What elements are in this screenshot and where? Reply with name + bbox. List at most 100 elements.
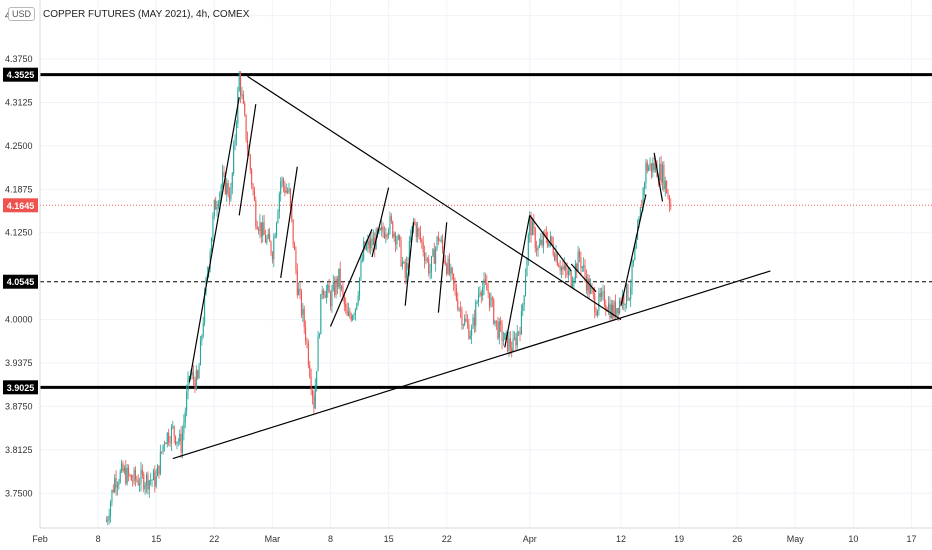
candle-body (559, 266, 561, 271)
trendline[interactable] (653, 152, 664, 202)
candle-body (187, 376, 189, 393)
candle-body (282, 179, 285, 186)
candle-body (169, 442, 171, 444)
candle-body (502, 339, 504, 341)
y-tick-label: 4.3125 (5, 97, 33, 107)
candle-body (516, 332, 518, 346)
candle-body (638, 217, 640, 227)
candle-body (159, 451, 161, 475)
candles (105, 70, 672, 526)
candle-body (111, 489, 113, 503)
x-tick-label: 8 (328, 534, 333, 544)
candle-body (605, 305, 607, 310)
trendline[interactable] (188, 97, 240, 383)
candle-body (544, 232, 546, 234)
candle-body (165, 443, 167, 445)
y-tick-label: 3.8125 (5, 445, 33, 455)
x-tick-label: Apr (523, 534, 537, 544)
candle-body (643, 183, 646, 189)
candle-body (195, 370, 197, 390)
candle-body (338, 268, 340, 287)
candle-body (493, 299, 495, 324)
candle-body (397, 235, 399, 240)
trendline[interactable] (247, 75, 622, 321)
candle-body (584, 265, 586, 276)
currency-badge[interactable]: USD (8, 7, 36, 21)
trendline[interactable] (280, 166, 298, 278)
candle-body (346, 307, 348, 316)
candle-body (555, 253, 557, 261)
candle-body (642, 188, 644, 208)
candle-body (565, 265, 567, 271)
candle-body (475, 302, 477, 326)
candle-body (341, 286, 343, 289)
candle-body (347, 311, 350, 316)
candle-body (471, 328, 473, 337)
x-axis[interactable]: Feb 8 15 22 Mar 8 15 22 Apr 12 19 26 May 10 17 (32, 534, 916, 544)
candle-body (466, 321, 468, 324)
candle-body (572, 283, 574, 287)
trendline[interactable] (620, 194, 647, 306)
trendline[interactable] (329, 229, 373, 327)
candle-body (144, 485, 146, 490)
candle-body (246, 139, 249, 150)
trendline[interactable] (172, 270, 771, 460)
candle-body (641, 207, 643, 209)
trendlines (172, 75, 771, 460)
candle-body (664, 180, 666, 190)
candle-body (649, 163, 651, 167)
candle-body (157, 465, 159, 477)
candle-body (444, 260, 446, 265)
candle-body (648, 166, 650, 171)
candle-body (566, 270, 568, 276)
y-tick-label: 4.3750 (5, 54, 33, 64)
trendline[interactable] (404, 222, 415, 306)
candle-body (139, 484, 141, 485)
trendline[interactable] (371, 187, 390, 258)
candle-body (331, 289, 333, 307)
candle-body (429, 271, 431, 274)
trendline[interactable] (238, 104, 257, 216)
candle-body (180, 433, 182, 453)
x-tick-label: 8 (96, 534, 101, 544)
candle-body (587, 278, 589, 291)
candle-body (234, 138, 236, 146)
candle-body (264, 234, 267, 243)
candle-body (663, 164, 665, 190)
candle-body (119, 471, 121, 483)
candle-body (408, 241, 410, 268)
candle-body (280, 181, 282, 195)
candle-body (400, 240, 402, 267)
candle-body (422, 241, 424, 253)
candle-body (186, 392, 188, 412)
candle-body (599, 293, 601, 298)
candle-body (531, 221, 534, 236)
candle-body (194, 379, 196, 390)
candle-body (110, 502, 112, 516)
candle-body (204, 292, 206, 323)
trendline[interactable] (529, 215, 572, 272)
candle-body (122, 463, 124, 472)
trendline[interactable] (437, 222, 448, 313)
candle-body (500, 321, 502, 325)
candle-body (125, 467, 127, 484)
symbol-title[interactable]: COPPER FUTURES (MAY 2021), 4h, COMEX (43, 8, 250, 20)
trendline[interactable] (570, 263, 597, 293)
candle-body (461, 310, 463, 326)
candle-body (262, 222, 264, 237)
candle-body (655, 163, 657, 170)
candle-body (162, 444, 164, 452)
candle-body (650, 163, 652, 172)
candle-body (327, 284, 329, 291)
candle-body (320, 294, 322, 335)
trendline[interactable] (504, 215, 531, 348)
candle-body (525, 276, 527, 296)
candle-body (631, 263, 633, 288)
y-tick-label: 4.0000 (5, 315, 33, 325)
y-tick-label: 3.9375 (5, 358, 33, 368)
candle-body (343, 294, 345, 305)
candle-body (342, 286, 344, 295)
candle-body (112, 489, 114, 492)
